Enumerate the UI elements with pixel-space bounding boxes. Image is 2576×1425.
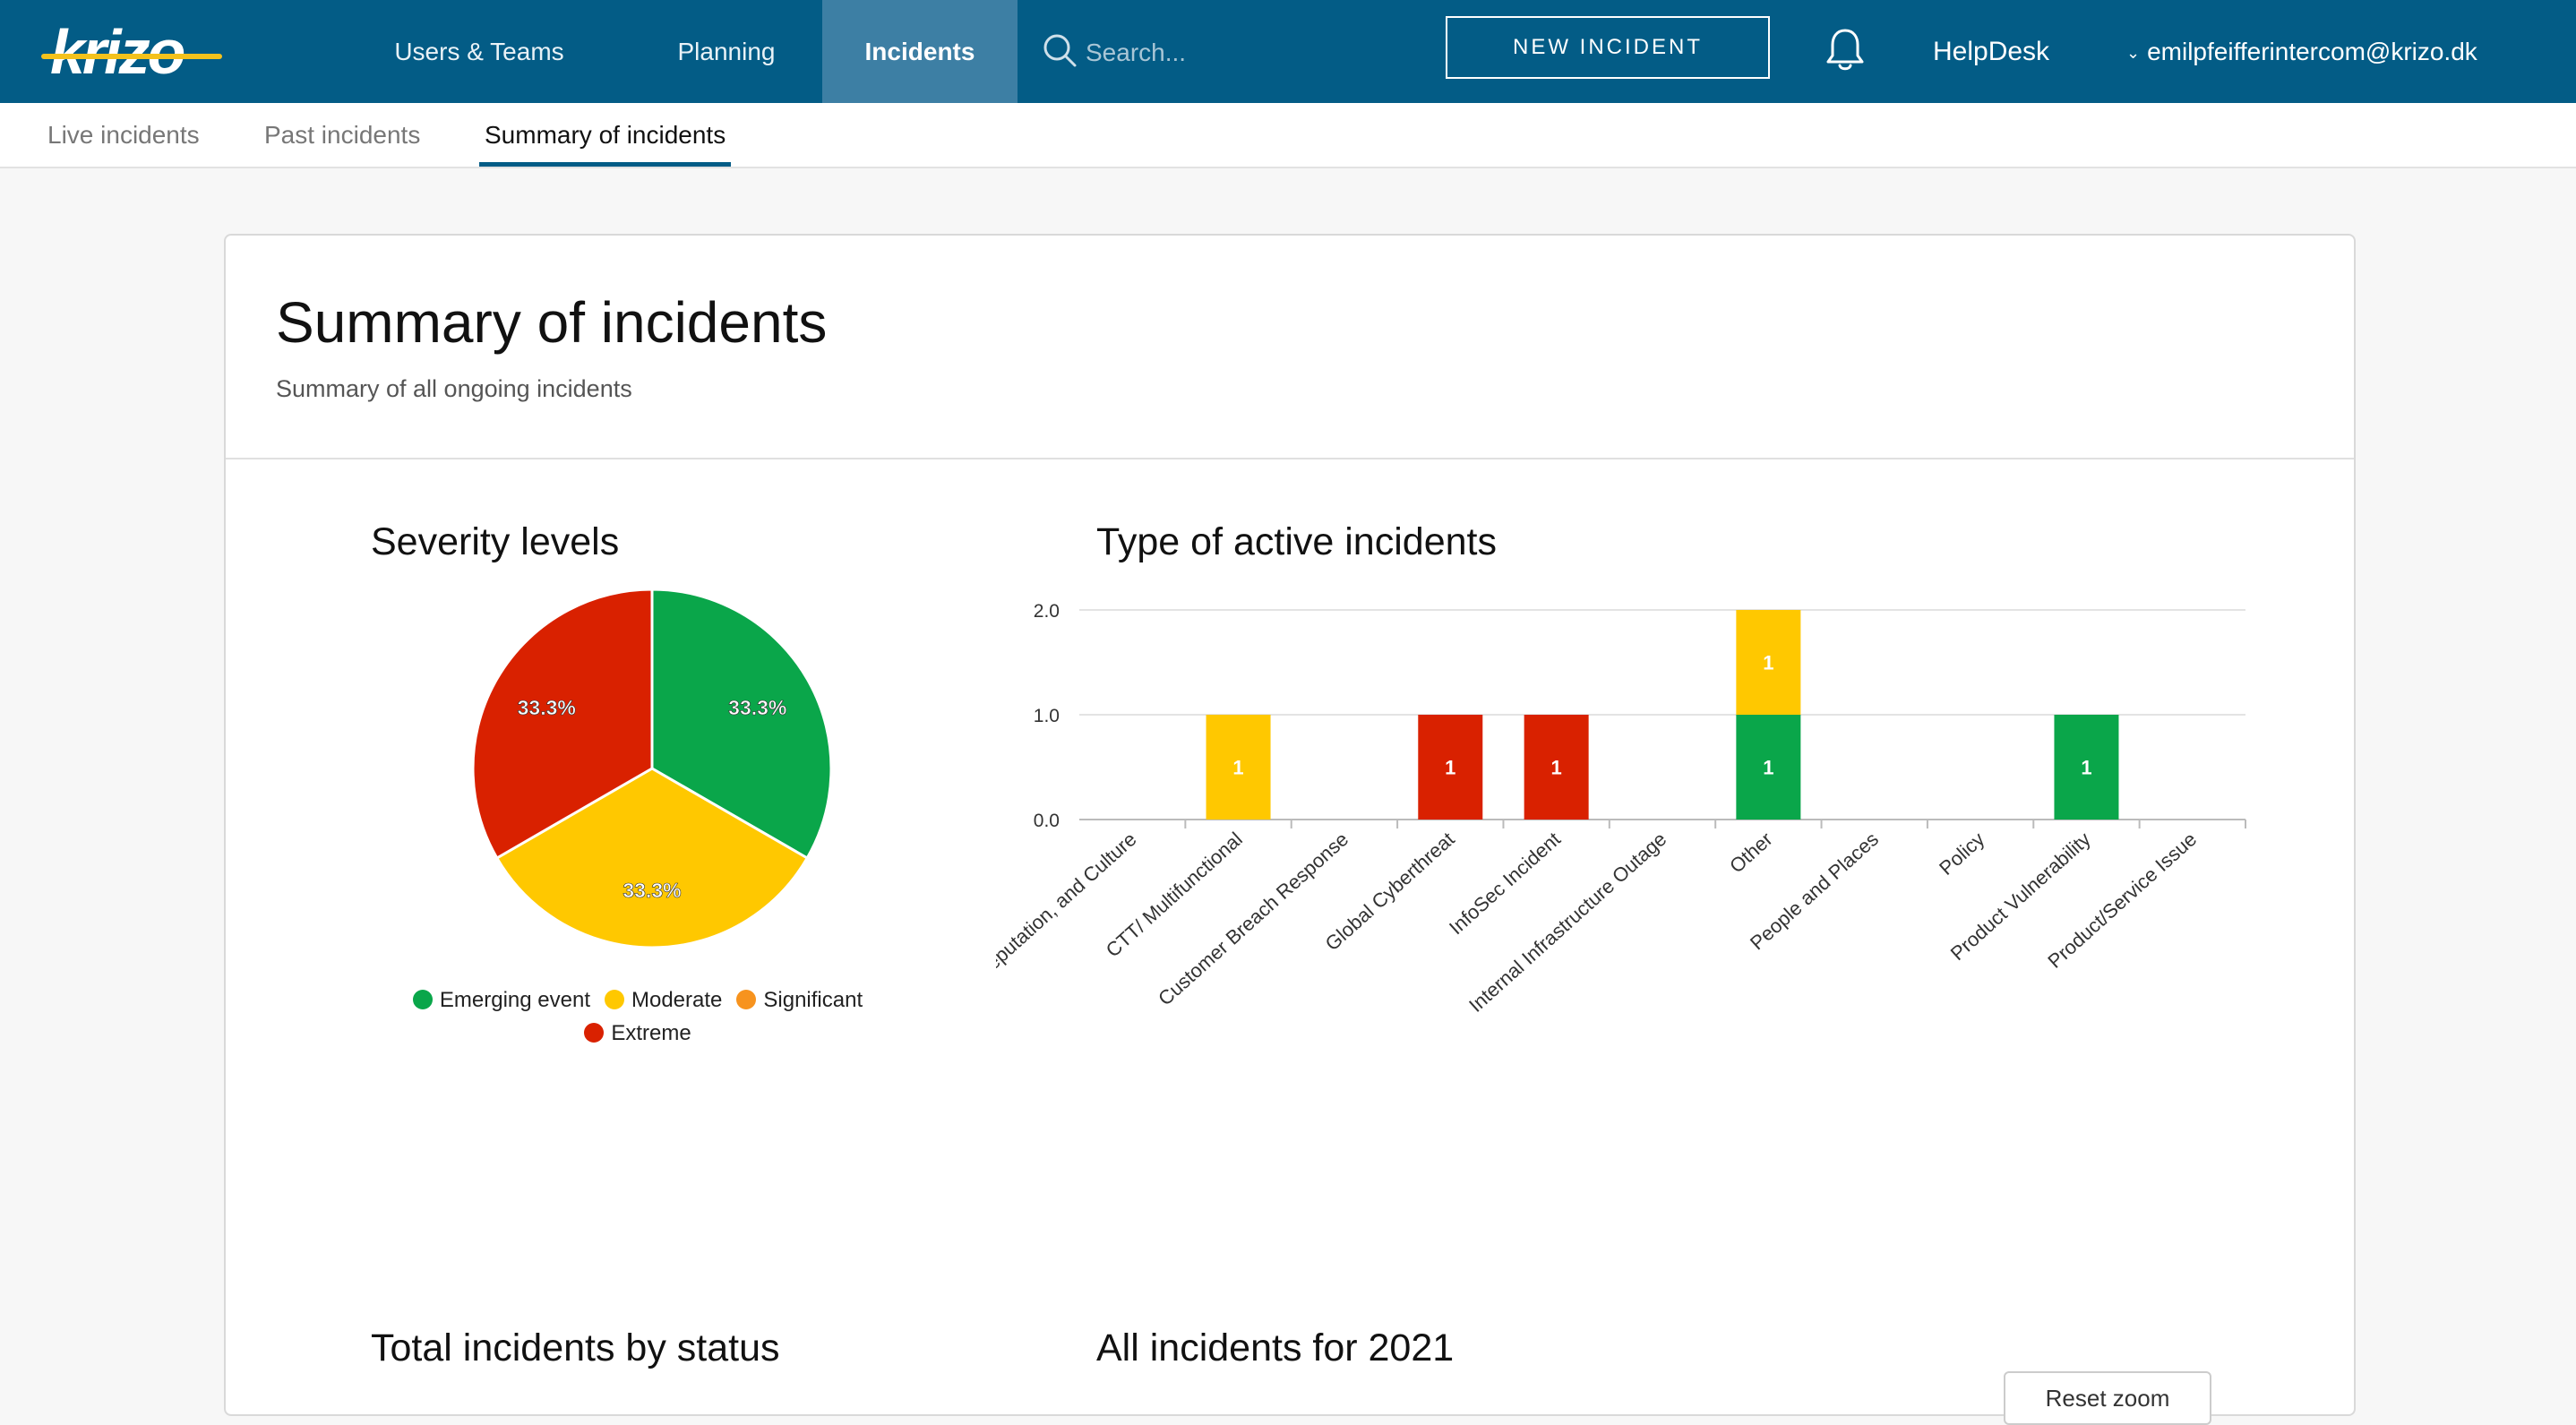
severity-legend: Emerging event Moderate Significant Extreme bbox=[391, 983, 884, 1050]
y-tick-label: 1.0 bbox=[1034, 706, 1060, 726]
legend-item-significant[interactable]: Significant bbox=[736, 983, 863, 1017]
severity-pie-chart: 33.3% 33.3% 33.3% bbox=[471, 588, 833, 949]
legend-dot bbox=[604, 990, 624, 1009]
logo-underline bbox=[41, 54, 222, 59]
legend-label: Extreme bbox=[611, 1021, 691, 1045]
pie-slice-label: 33.3% bbox=[518, 696, 576, 719]
summary-card: Summary of incidents Summary of all ongo… bbox=[224, 234, 2356, 1425]
x-category-label: Policy bbox=[1935, 828, 1988, 880]
legend-label: Moderate bbox=[631, 988, 723, 1012]
y-tick-label: 2.0 bbox=[1034, 601, 1060, 622]
pie-slice-moderate[interactable] bbox=[494, 767, 810, 949]
chevron-down-icon: ⌄ bbox=[2126, 44, 2141, 63]
incident-type-bar-chart: 0.01.02.03.0Brand, Reputation, and Cultu… bbox=[996, 601, 2246, 1026]
tab-summary-of-incidents[interactable]: Summary of incidents bbox=[478, 103, 732, 167]
pie-slice-label: 33.3% bbox=[728, 696, 786, 719]
bar-value-label: 1 bbox=[1763, 652, 1773, 674]
bar-value-label: 1 bbox=[1445, 757, 1455, 779]
nav-planning[interactable]: Planning bbox=[677, 38, 776, 65]
legend-item-emerging-event[interactable]: Emerging event bbox=[412, 983, 590, 1017]
x-category-label: Brand, Reputation, and Culture bbox=[996, 828, 1141, 1026]
krizo-logo[interactable]: krizo bbox=[50, 17, 185, 87]
bar-segment[interactable] bbox=[1736, 715, 1801, 820]
pie-slice-extreme[interactable] bbox=[471, 588, 654, 861]
page-subtitle: Summary of all ongoing incidents bbox=[276, 375, 632, 402]
bar-value-label: 1 bbox=[2081, 757, 2091, 779]
pie-slice-label: 33.3% bbox=[623, 879, 681, 902]
page-title: Summary of incidents bbox=[276, 290, 828, 355]
legend-dot bbox=[584, 1023, 605, 1043]
x-category-label: Internal Infrastructure Outage bbox=[1464, 828, 1670, 1017]
top-navigation-bar: krizo Users & Teams Planning Incidents N… bbox=[0, 0, 2576, 103]
legend-dot bbox=[736, 990, 757, 1009]
incidents-2021-title: All incidents for 2021 bbox=[1096, 1326, 1455, 1369]
type-of-incidents-title: Type of active incidents bbox=[1096, 520, 1497, 563]
bar-segment[interactable] bbox=[1206, 715, 1271, 820]
incidents-by-status-title: Total incidents by status bbox=[371, 1326, 780, 1369]
y-tick-label: 0.0 bbox=[1034, 811, 1060, 831]
legend-item-moderate[interactable]: Moderate bbox=[604, 983, 723, 1017]
search-icon[interactable] bbox=[1042, 32, 1078, 68]
bar-segment[interactable] bbox=[1418, 715, 1483, 820]
x-category-label: Customer Breach Response bbox=[1154, 828, 1352, 1009]
helpdesk-link[interactable]: HelpDesk bbox=[1933, 37, 2050, 66]
bell-icon[interactable] bbox=[1825, 27, 1866, 73]
legend-item-extreme[interactable]: Extreme bbox=[584, 1017, 691, 1050]
card-header: Summary of incidents Summary of all ongo… bbox=[226, 236, 2354, 459]
reset-zoom-button[interactable]: Reset zoom bbox=[2004, 1371, 2211, 1425]
user-menu[interactable]: ⌄ emilpfeifferintercom@krizo.dk bbox=[2126, 0, 2477, 105]
legend-label: Significant bbox=[763, 988, 863, 1012]
pie-slice-emerging-event[interactable] bbox=[650, 588, 833, 861]
bar-segment[interactable] bbox=[2054, 715, 2119, 820]
bar-value-label: 1 bbox=[1232, 757, 1243, 779]
bar-value-label: 1 bbox=[1551, 757, 1562, 779]
nav-users-teams[interactable]: Users & Teams bbox=[394, 38, 564, 65]
search-input[interactable] bbox=[1084, 34, 1428, 72]
severity-levels-title: Severity levels bbox=[371, 520, 620, 563]
bar-value-label: 1 bbox=[1763, 757, 1773, 779]
bar-segment[interactable] bbox=[1524, 715, 1589, 820]
incident-subtabs: Live incidents Past incidents Summary of… bbox=[0, 103, 2576, 168]
nav-incidents[interactable]: Incidents bbox=[822, 0, 1018, 103]
legend-label: Emerging event bbox=[439, 988, 590, 1012]
new-incident-button[interactable]: NEW INCIDENT bbox=[1446, 16, 1770, 79]
user-email: emilpfeifferintercom@krizo.dk bbox=[2147, 38, 2477, 65]
legend-dot bbox=[412, 990, 433, 1009]
x-category-label: Other bbox=[1725, 828, 1777, 877]
tab-live-incidents[interactable]: Live incidents bbox=[47, 121, 200, 149]
bar-segment[interactable] bbox=[1736, 610, 1801, 715]
x-category-label: InfoSec Incident bbox=[1445, 828, 1565, 939]
tab-past-incidents[interactable]: Past incidents bbox=[264, 121, 421, 149]
